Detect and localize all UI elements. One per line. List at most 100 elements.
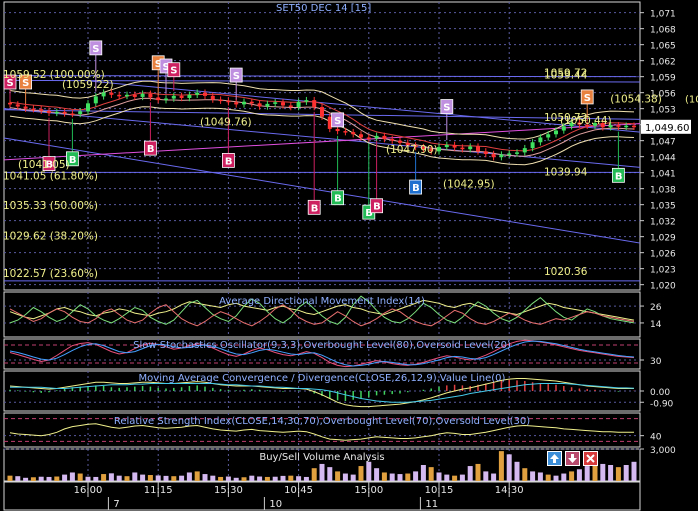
candle-body (608, 125, 613, 128)
volume-bar (584, 466, 590, 481)
candle (476, 143, 480, 155)
candle (86, 100, 90, 115)
y-tick-label: 1,038 (650, 186, 676, 196)
volume-bar (475, 463, 481, 481)
volume-bar (452, 475, 458, 481)
signal-sell: S (229, 67, 243, 100)
signal-buy: B (307, 111, 321, 215)
candle-body (374, 135, 379, 139)
candle (577, 119, 582, 128)
price-label: (1041.05) (18, 159, 70, 171)
candle-body (335, 128, 340, 132)
time-axis-border (3, 481, 641, 511)
volume-bar (124, 476, 130, 481)
panel-title: Moving Average Convergence / Divergence(… (139, 373, 506, 384)
price-label: 1039.94 (544, 167, 588, 179)
signal-buy: B (370, 140, 384, 214)
candle (530, 139, 535, 152)
y-tick-label: 1,020 (650, 282, 676, 292)
candle (195, 89, 200, 98)
y-tick-label: 30 (650, 357, 662, 367)
candle-body (242, 101, 246, 105)
close-panel-button[interactable] (583, 451, 598, 466)
candle (47, 107, 51, 117)
y-tick-label: 14 (650, 320, 662, 330)
volume-bar (397, 474, 403, 481)
candle (101, 89, 106, 100)
volume-bar (303, 476, 309, 481)
candle-body (382, 135, 387, 140)
price-label: 1059.52 (100.00%) (3, 69, 105, 81)
signal-box (89, 40, 103, 56)
candle-body (187, 94, 192, 98)
candle-body (226, 100, 231, 103)
resistance-line (3, 75, 641, 78)
candle (343, 127, 348, 136)
date-label: 11 (425, 499, 438, 510)
signal-box (66, 151, 79, 167)
signal-buy: B (409, 151, 423, 195)
down-arrow-icon (568, 454, 577, 463)
volume-bar (23, 477, 29, 481)
signal-letter: B (147, 144, 155, 155)
candle (304, 96, 309, 105)
volume-bar (592, 461, 598, 481)
volume-bar (140, 474, 146, 481)
signal-letter: S (334, 116, 341, 127)
candle-body (624, 125, 629, 128)
candle (382, 132, 387, 143)
y-tick-label: 26 (650, 303, 662, 313)
volume-bar (132, 472, 138, 481)
signal-box (612, 167, 625, 183)
time-tick-label: 10:45 (284, 485, 313, 496)
date-label: 7 (113, 499, 119, 510)
candle-body (460, 147, 465, 150)
adx-line (9, 304, 635, 327)
candle (273, 99, 278, 108)
time-tick-label: 10:15 (425, 485, 454, 496)
candle (538, 134, 543, 146)
volume-bar (436, 472, 442, 481)
candle-body (593, 123, 597, 126)
price-label: (1047.90) (386, 144, 438, 156)
candle (234, 99, 239, 108)
price-label: 1022.57 (23.60%) (3, 268, 98, 280)
move-up-button[interactable] (547, 451, 562, 466)
move-down-button[interactable] (565, 451, 580, 466)
volume-bar (537, 472, 543, 481)
candle-body (413, 145, 418, 148)
signal-box (440, 99, 454, 114)
candle (132, 91, 137, 101)
y-tick-label: 1,053 (650, 106, 676, 116)
volume-bar (358, 466, 364, 481)
moving-average (9, 92, 635, 152)
candle-body (23, 106, 28, 109)
signal-sell: S (89, 40, 103, 92)
candle-body (507, 153, 512, 155)
price-label: (1054.38) (610, 94, 662, 106)
candle (569, 119, 574, 130)
candle (296, 98, 301, 111)
candle-body (117, 94, 122, 97)
candle-body (554, 130, 558, 135)
candle-body (327, 116, 332, 129)
close-icon (586, 454, 595, 463)
candle-body (429, 149, 434, 152)
candle-body (405, 142, 410, 146)
volume-bar (30, 477, 36, 481)
candle-body (452, 144, 457, 148)
candle (288, 102, 293, 111)
signal-buy: B (66, 118, 79, 167)
candle-body (390, 139, 395, 141)
candle-body (210, 95, 215, 100)
candle-body (39, 109, 44, 111)
signal-letter: S (233, 71, 240, 82)
signal-box (331, 112, 345, 128)
price-label: (1050.44) (560, 115, 612, 127)
signal-box (370, 198, 384, 214)
y-tick-label: 1,068 (650, 26, 676, 36)
signal-sell: S (331, 112, 345, 128)
candle-body (366, 137, 371, 139)
volume-bar (506, 454, 512, 481)
candle-body (600, 123, 605, 128)
